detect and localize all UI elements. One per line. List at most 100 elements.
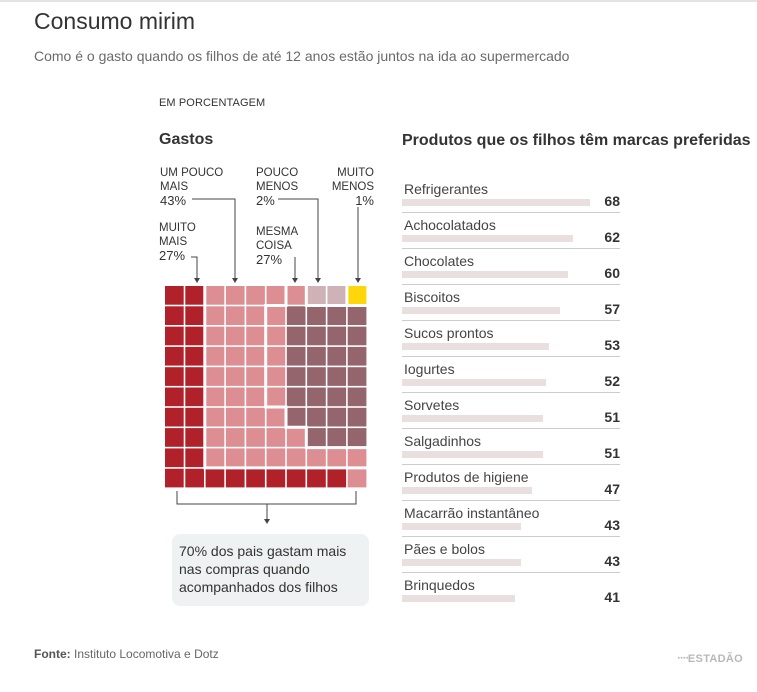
bar-label: Brinquedos — [404, 577, 475, 593]
waffle-cell-muito-mais — [185, 448, 204, 468]
bar — [402, 307, 560, 314]
bar-row: Sorvetes 51 — [402, 392, 620, 428]
label-um-pouco-mais-l2: MAIS — [160, 181, 189, 193]
bar-row: Produtos de higiene 47 — [402, 464, 620, 500]
bar-value: 68 — [604, 193, 620, 209]
waffle-cell-mesma-coisa — [286, 346, 306, 366]
waffle-cell-um-pouco-mais — [266, 407, 286, 427]
waffle-cell-um-pouco-mais — [266, 286, 286, 305]
bar-label: Macarrão instantâneo — [404, 505, 540, 521]
row-separator — [402, 392, 620, 393]
label-mesma-coisa-l2: COISA — [256, 240, 292, 252]
waffle-cell-um-pouco-mais — [205, 407, 225, 427]
waffle-cell-muito-mais — [185, 286, 204, 305]
waffle-cell-muito-mais — [185, 306, 204, 325]
bar — [402, 199, 590, 206]
waffle-cell-um-pouco-mais — [205, 448, 225, 468]
bar-label: Sucos prontos — [404, 325, 494, 341]
waffle-cell-muito-mais — [165, 387, 184, 407]
bar-label: Iogurtes — [404, 361, 455, 377]
row-separator — [402, 428, 620, 429]
waffle-cell-muito-mais — [185, 326, 204, 346]
label-muito-mais-l1: MUITO — [159, 222, 196, 234]
waffle-cell-um-pouco-mais — [307, 448, 326, 468]
waffle-cell-um-pouco-mais — [225, 448, 245, 468]
label-muito-menos-l1: MUITO — [337, 167, 374, 179]
bar — [402, 379, 546, 386]
waffle-cell-um-pouco-mais — [266, 387, 286, 407]
waffle-cell-mesma-coisa — [307, 306, 326, 325]
leader-muito-mais — [191, 256, 198, 280]
waffle-cell-muito-mais — [165, 286, 184, 305]
callout-box: 70% dos pais gastam mais nas compras qua… — [172, 534, 369, 606]
waffle-cell-muito-mais — [165, 346, 184, 366]
waffle-cell-um-pouco-mais — [225, 286, 245, 305]
bar — [402, 595, 516, 602]
bar — [402, 559, 521, 566]
bar — [402, 343, 549, 350]
waffle-cell-pouco-menos — [327, 286, 347, 305]
label-muito-menos-l2: MENOS — [331, 181, 374, 193]
waffle-cell-mesma-coisa — [286, 306, 306, 325]
waffle-cell-mesma-coisa — [327, 367, 347, 386]
waffle-cell-um-pouco-mais — [286, 448, 306, 468]
bar — [402, 523, 521, 530]
label-pouco-menos: POUCO MENOS 2% — [256, 166, 298, 208]
bar-label: Sorvetes — [404, 397, 460, 413]
bar-value: 51 — [604, 445, 620, 461]
waffle-cell-um-pouco-mais — [225, 387, 245, 407]
row-separator — [402, 212, 620, 213]
unit-label: EM PORCENTAGEM — [159, 97, 266, 109]
separator-mesma-coisa — [264, 285, 368, 450]
label-um-pouco-mais-l1: UM POUCO — [160, 167, 224, 179]
waffle-cell-um-pouco-mais — [205, 387, 225, 407]
waffle-cell-mesma-coisa — [286, 387, 306, 407]
waffle-cell-pouco-menos — [307, 286, 326, 305]
bar-row: Brinquedos 41 — [402, 572, 620, 608]
waffle-cell-um-pouco-mais — [246, 367, 265, 386]
label-muito-mais-l2: MAIS — [159, 236, 188, 248]
waffle-cell-mesma-coisa — [347, 367, 367, 386]
waffle-cell-muito-mais — [185, 387, 204, 407]
bar-row: Achocolatados 62 — [402, 212, 620, 248]
waffle-cell-mesma-coisa — [327, 428, 347, 447]
label-um-pouco-mais: UM POUCO MAIS 43% — [160, 166, 223, 208]
waffle-cell-muito-mais — [185, 346, 204, 366]
bar-row: Macarrão instantâneo 43 — [402, 500, 620, 536]
waffle-cell-muito-mais — [165, 326, 184, 346]
waffle-cell-um-pouco-mais — [225, 367, 245, 386]
waffle-cell-mesma-coisa — [347, 387, 367, 407]
label-pouco-menos-l2: MENOS — [256, 181, 299, 193]
bar-label: Achocolatados — [404, 217, 496, 233]
bar — [402, 451, 543, 458]
row-separator — [402, 536, 620, 537]
waffle-cell-um-pouco-mais — [205, 428, 225, 447]
label-muito-menos-pct: 1% — [355, 193, 374, 208]
waffle-cell-um-pouco-mais — [286, 286, 306, 305]
waffle-cell-um-pouco-mais — [246, 346, 265, 366]
waffle-cell-um-pouco-mais — [246, 448, 265, 468]
bar-value: 47 — [604, 481, 620, 497]
waffle-cell-um-pouco-mais — [246, 428, 265, 447]
waffle-cell-muito-mais — [225, 468, 245, 488]
waffle-cell-mesma-coisa — [307, 346, 326, 366]
bar-value: 57 — [604, 301, 620, 317]
top-rule — [0, 0, 757, 2]
bracket-arrow — [264, 519, 270, 524]
arrow-pouco-menos — [315, 278, 321, 283]
waffle-cell-um-pouco-mais — [266, 346, 286, 366]
waffle-cell-um-pouco-mais — [286, 428, 306, 447]
row-separator — [402, 320, 620, 321]
source-text: Instituto Locomotiva e Dotz — [74, 647, 219, 661]
bar-row: Salgadinhos 51 — [402, 428, 620, 464]
waffle-cell-mesma-coisa — [307, 326, 326, 346]
waffle-cell-muito-mais — [246, 468, 265, 488]
waffle-cell-mesma-coisa — [327, 387, 347, 407]
label-mesma-coisa-l1: MESMA — [256, 226, 299, 238]
waffle-cell-um-pouco-mais — [246, 387, 265, 407]
waffle-cell-um-pouco-mais — [225, 428, 245, 447]
arrow-mesma-coisa — [292, 278, 298, 283]
label-muito-menos: MUITO MENOS 1% — [314, 166, 374, 208]
bracket — [176, 491, 357, 505]
